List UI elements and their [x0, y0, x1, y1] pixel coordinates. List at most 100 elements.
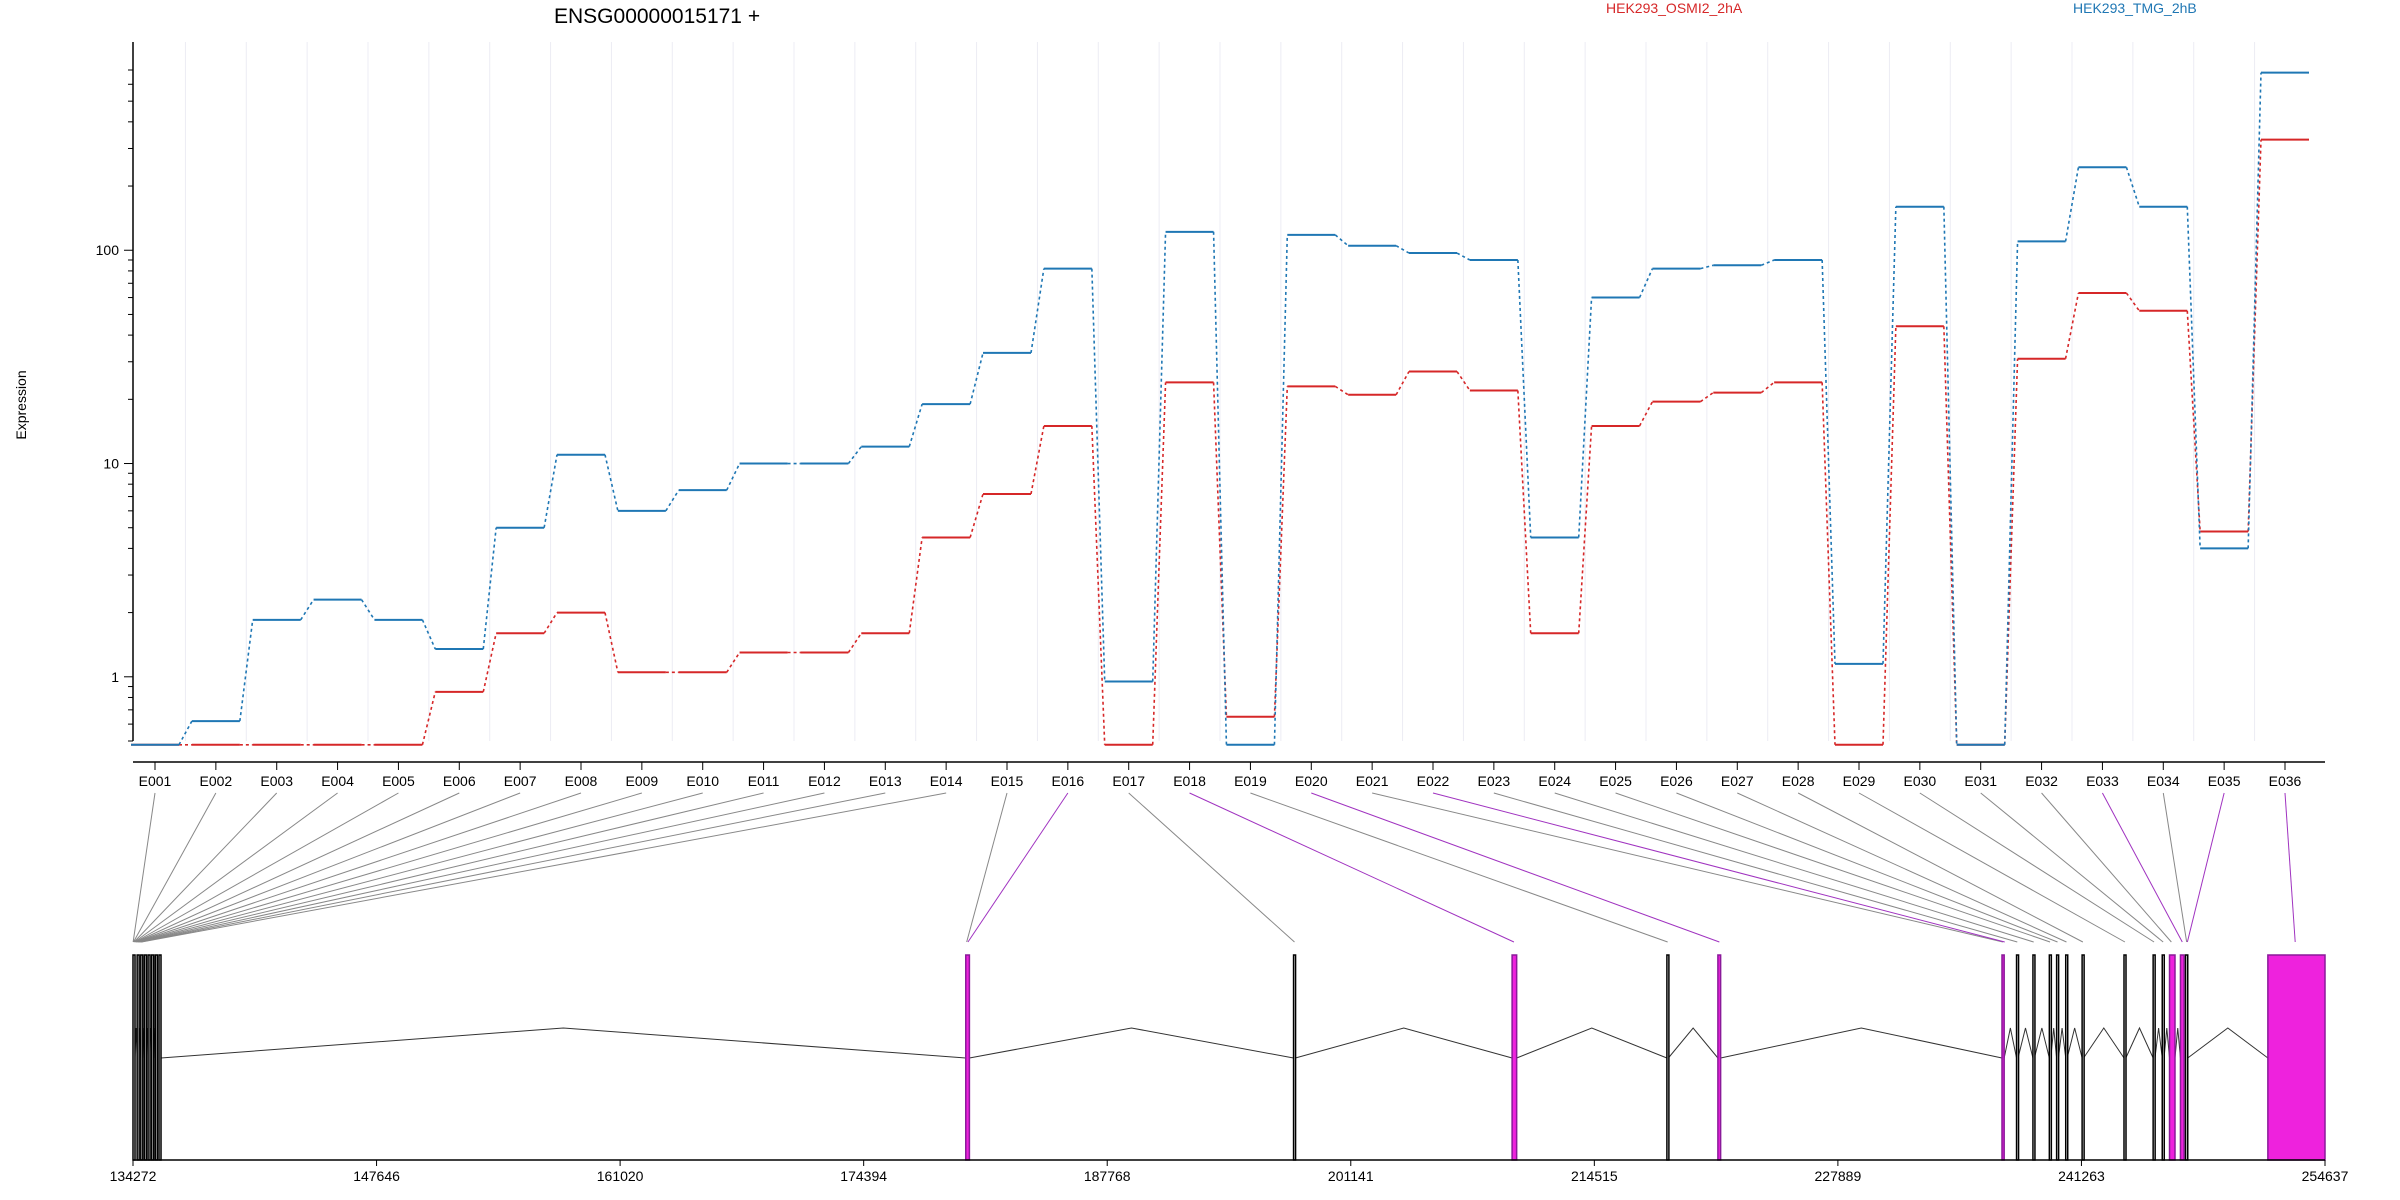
exon-connector — [136, 792, 582, 943]
series-transition — [1395, 245, 1410, 254]
coord-tick-label: 147646 — [353, 1168, 400, 1184]
series-tmg — [131, 71, 2309, 746]
intron-line — [1295, 1027, 1513, 1059]
exon-connector — [2162, 792, 2188, 943]
series-transition — [1577, 425, 1593, 634]
intron-line — [1667, 1027, 1719, 1059]
exon-connector — [2284, 792, 2296, 943]
coord-tick-label: 161020 — [597, 1168, 644, 1184]
exon-box — [2001, 954, 2005, 1161]
exon-box — [2015, 954, 2020, 1161]
exon-box — [1292, 954, 1297, 1161]
exon-label: E031 — [1964, 773, 1997, 789]
exon-connectors — [132, 792, 2296, 943]
series-transition — [1517, 259, 1532, 538]
coord-tick-label: 134272 — [110, 1168, 157, 1184]
legend-series-tmg: HEK293_TMG_2hB — [2073, 0, 2197, 16]
exon-label: E009 — [626, 773, 659, 789]
exon-label: E028 — [1782, 773, 1815, 789]
series-transition — [2247, 139, 2262, 532]
exon-box — [158, 954, 162, 1161]
series-transition — [1091, 425, 1106, 745]
exon-label: E033 — [2086, 773, 2119, 789]
exon-box — [2123, 954, 2127, 1161]
series-lines — [131, 71, 2309, 746]
series-transition — [2064, 167, 2080, 242]
series-transition — [2003, 358, 2019, 745]
exon-box — [2168, 954, 2176, 1161]
series-transition — [1760, 381, 1775, 394]
exon-connector — [1432, 792, 2005, 943]
coord-tick-label: 227889 — [1815, 1168, 1862, 1184]
series-transition — [1638, 268, 1654, 298]
exon-connector — [2101, 792, 2183, 943]
gene-model: 134272 147646 161020 174394 187768 201141 2145… — [110, 954, 2349, 1184]
series-transition — [1456, 252, 1471, 261]
series-transition — [1760, 259, 1775, 267]
exon-connector — [1676, 792, 2058, 943]
exon-connector — [134, 792, 338, 943]
series-transition — [360, 599, 376, 621]
exon-box — [2161, 954, 2165, 1161]
exon-box — [1511, 954, 1518, 1161]
series-transition — [969, 493, 984, 538]
coord-tick-label: 201141 — [1328, 1168, 1374, 1184]
series-transition — [604, 612, 619, 673]
exon-label: E036 — [2269, 773, 2302, 789]
exon-label: E030 — [1904, 773, 1937, 789]
exon-box — [150, 954, 155, 1161]
series-transition — [2186, 310, 2201, 532]
intron-line — [160, 1027, 966, 1059]
series-transition — [1273, 386, 1289, 717]
series-transition — [1212, 382, 1228, 717]
series-transition — [1638, 401, 1654, 427]
series-transition — [1091, 268, 1106, 682]
intron-line — [2066, 1027, 2083, 1059]
exon-connector — [1493, 792, 2018, 943]
series-transition — [1517, 390, 1532, 634]
coord-tick-label: 174394 — [840, 1168, 887, 1184]
exon-connector — [1919, 792, 2155, 943]
exon-box — [2048, 954, 2053, 1161]
exon-connector — [1797, 792, 2084, 943]
coord-tick-label: 214515 — [1571, 1168, 1618, 1184]
series-transition — [2125, 292, 2140, 312]
intron-line — [2174, 1027, 2181, 1059]
exon-label: E021 — [1356, 773, 1389, 789]
intron-line — [2017, 1027, 2034, 1059]
intron-line — [2083, 1027, 2125, 1059]
coord-tick-label: 254637 — [2302, 1168, 2349, 1184]
series-transition — [1273, 234, 1289, 745]
series-transition — [1334, 234, 1349, 247]
exon-label: E003 — [260, 773, 293, 789]
exon-label: E026 — [1660, 773, 1693, 789]
exon-box — [140, 954, 144, 1161]
exon-label: E007 — [504, 773, 537, 789]
exon-box — [136, 954, 140, 1161]
exon-connector — [1128, 792, 1295, 943]
intron-line — [2003, 1027, 2018, 1059]
exon-label: E020 — [1295, 773, 1328, 789]
exon-grid — [184, 42, 2256, 741]
intron-line — [2125, 1026, 2154, 1059]
exon-connector — [2041, 792, 2172, 943]
exon-label: E035 — [2208, 773, 2241, 789]
exon-label: E014 — [930, 773, 963, 789]
title-layer: ENSG00000015171 + HEK293_OSMI2_2hA HEK29… — [13, 0, 2197, 440]
exon-connector — [137, 792, 642, 943]
series-transition — [2064, 292, 2080, 359]
series-transition — [1821, 382, 1836, 745]
exon-connector — [1737, 792, 2067, 943]
series-transition — [726, 652, 741, 673]
series-transition — [908, 537, 923, 634]
exon-connector — [139, 792, 825, 943]
series-transition — [1334, 385, 1349, 396]
exon-box — [2064, 954, 2069, 1161]
exon-label: E008 — [565, 773, 598, 789]
exon-connector — [1615, 792, 2051, 943]
exon-connector — [1554, 792, 2034, 943]
y-axis-label: Expression — [13, 370, 29, 439]
coord-tick-label: 241263 — [2058, 1168, 2105, 1184]
exon-connector — [1189, 792, 1515, 943]
exon-connector — [1980, 792, 2164, 943]
